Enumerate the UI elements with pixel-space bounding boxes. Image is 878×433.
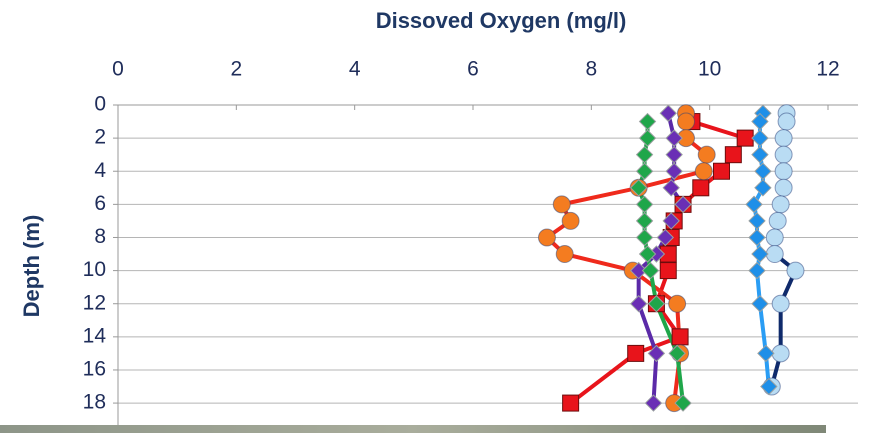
- data-point: [629, 295, 648, 313]
- x-tick-label: 10: [698, 58, 721, 81]
- data-point: [635, 195, 654, 214]
- y-tick-label: 8: [94, 225, 106, 248]
- data-point: [561, 211, 580, 230]
- data-point: [748, 228, 766, 247]
- data-point: [665, 162, 683, 180]
- data-point: [748, 261, 766, 280]
- data-point: [774, 129, 793, 148]
- data-point: [754, 179, 772, 197]
- data-point: [659, 262, 677, 280]
- data-point: [552, 195, 571, 214]
- y-tick-label: 0: [94, 93, 106, 116]
- data-point: [768, 211, 787, 230]
- data-point: [777, 112, 796, 131]
- data-point: [697, 145, 716, 164]
- data-point: [668, 344, 686, 363]
- data-point: [771, 294, 790, 313]
- data-point: [774, 145, 793, 164]
- data-point: [692, 179, 710, 197]
- data-point: [638, 245, 657, 263]
- data-point: [555, 245, 574, 264]
- x-axis-title: Dissoved Oxygen (mg/l): [376, 8, 627, 33]
- data-point: [562, 394, 580, 412]
- data-point: [713, 162, 730, 180]
- data-point: [647, 295, 666, 313]
- data-point: [745, 195, 763, 214]
- y-tick-label: 6: [94, 192, 106, 215]
- data-point: [635, 145, 654, 164]
- data-point: [774, 178, 793, 197]
- photo-strip: [0, 425, 826, 433]
- data-point: [694, 162, 713, 181]
- data-point: [751, 145, 769, 164]
- x-tick-label: 2: [230, 58, 242, 81]
- data-point: [748, 212, 766, 230]
- data-point: [786, 261, 805, 280]
- y-tick-label: 18: [83, 391, 106, 414]
- data-point: [537, 228, 556, 247]
- data-point: [757, 344, 775, 363]
- data-point: [751, 129, 769, 147]
- plot-area: 0 2 4 6 8 10 12 14 16 18 0 2 4 6 8 10 12: [83, 58, 858, 433]
- y-tick-label: 4: [94, 159, 106, 182]
- data-point: [774, 162, 793, 181]
- data-point: [638, 112, 657, 131]
- data-point: [765, 245, 784, 264]
- x-tick-label: 0: [112, 58, 124, 81]
- data-point: [629, 179, 648, 197]
- data-point: [662, 179, 680, 197]
- data-point: [751, 245, 769, 263]
- x-tick-label: 12: [816, 58, 839, 81]
- data-point: [668, 294, 687, 313]
- data-point: [754, 162, 772, 180]
- data-point: [647, 344, 666, 363]
- data-point: [629, 261, 648, 280]
- data-point: [674, 394, 692, 412]
- data-point: [671, 328, 689, 346]
- y-tick-label: 2: [94, 126, 106, 149]
- data-point: [665, 145, 683, 164]
- data-point: [644, 394, 663, 412]
- data-point: [677, 112, 695, 131]
- y-tick-label: 12: [83, 291, 106, 314]
- y-tick-label: 16: [83, 358, 106, 381]
- x-tick-label: 4: [349, 58, 361, 81]
- data-point: [760, 377, 778, 396]
- y-tick-label: 10: [83, 258, 106, 281]
- data-point: [635, 212, 654, 230]
- data-point: [627, 344, 645, 362]
- data-point: [641, 261, 660, 280]
- data-point: [659, 104, 677, 122]
- data-point: [736, 129, 754, 147]
- data-point: [771, 195, 790, 214]
- data-point: [638, 129, 657, 147]
- data-point: [635, 228, 654, 247]
- data-point: [724, 146, 742, 164]
- data-point: [771, 344, 790, 363]
- data-point: [662, 212, 680, 230]
- x-tick-label: 6: [467, 58, 479, 81]
- data-point: [674, 195, 692, 214]
- data-point: [751, 295, 769, 313]
- x-tick-label: 8: [585, 58, 597, 81]
- y-tick-label: 14: [83, 324, 107, 347]
- y-axis-title: Depth (m): [19, 215, 44, 318]
- data-point: [656, 228, 674, 247]
- data-point: [765, 228, 784, 247]
- data-point: [635, 162, 654, 180]
